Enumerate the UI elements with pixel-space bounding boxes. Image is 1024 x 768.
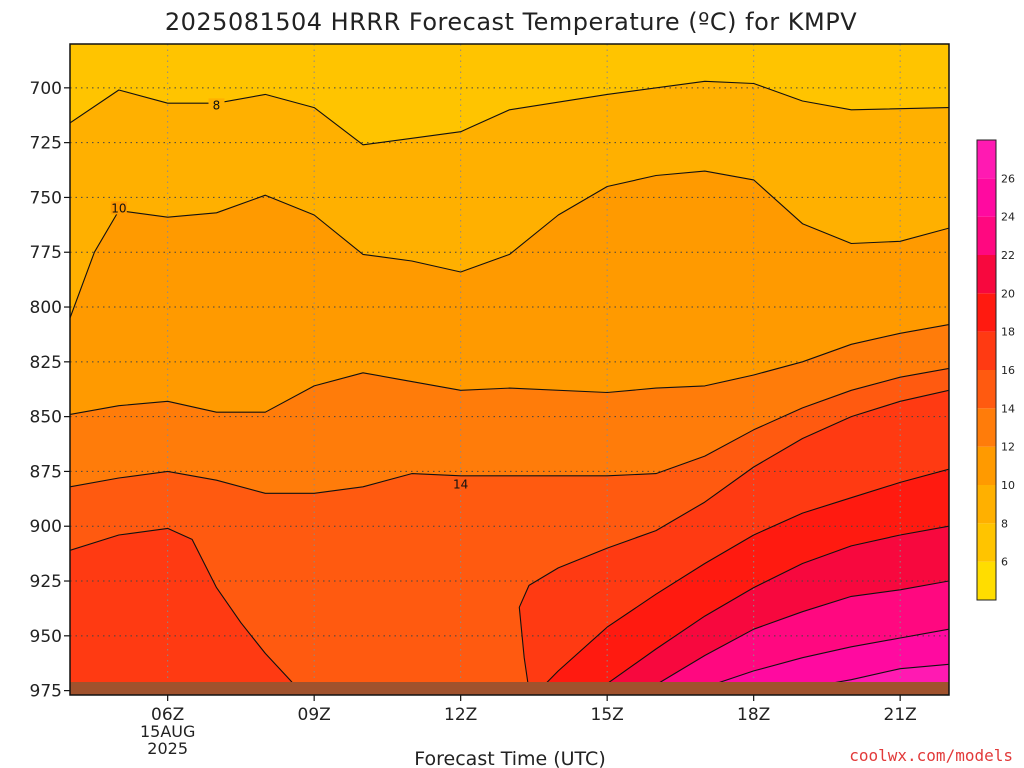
contour-line-12: [70, 324, 949, 415]
x-tick-label: 12Z: [444, 705, 477, 725]
contour-line-18: [538, 468, 949, 691]
x-tick-label: 06Z: [151, 705, 184, 725]
colorbar-frame: [976, 139, 997, 601]
colorbar-segment: [977, 178, 996, 217]
colorbar-segment: [977, 255, 996, 294]
y-tick-label: 750: [30, 188, 62, 208]
y-tick-label: 900: [30, 517, 62, 537]
colorbar-segment: [977, 408, 996, 447]
colorbar-segment: [977, 216, 996, 255]
colorbar-segment: [977, 331, 996, 370]
colorbar-segment: [977, 446, 996, 485]
y-tick-label: 925: [30, 572, 62, 592]
colorbar-tick-label: 14: [1001, 402, 1015, 415]
contour-line-22: [645, 580, 949, 692]
x-tick-label: 15Z: [591, 705, 624, 725]
contour-label-bg: [208, 98, 225, 112]
contour-line-8: [70, 80, 949, 146]
contour-label: 10: [111, 201, 126, 215]
colorbar-tick-label: 18: [1001, 326, 1015, 339]
colorbar-segment: [977, 523, 996, 562]
colorbar-segment: [977, 140, 996, 179]
colorbar-tick-label: 10: [1001, 479, 1015, 492]
contour-label: 14: [453, 478, 468, 492]
contour-line-24: [694, 628, 949, 692]
chart-title: 2025081504 HRRR Forecast Temperature (ºC…: [165, 8, 857, 36]
y-tick-label: 825: [30, 353, 62, 373]
colorbar-segment: [977, 293, 996, 332]
contour-label-bg: [452, 477, 469, 491]
y-tick-label: 975: [30, 682, 62, 702]
ground-strip: [70, 682, 949, 695]
colorbar-tick-label: 26: [1001, 172, 1015, 185]
contour-label-bg: [110, 201, 127, 215]
x-tick-sublabel: 2025: [147, 739, 188, 758]
colorbar-segment: [977, 370, 996, 409]
colorbar: 6 8 10 12 14 16 18 20 22 24 26: [976, 139, 1015, 601]
contour-line-10: [70, 170, 949, 319]
y-tick-label: 875: [30, 462, 62, 482]
plot-area: 8 10 14: [69, 43, 950, 696]
contour-line-14: [70, 367, 949, 494]
colorbar-tick-label: 8: [1001, 517, 1008, 530]
colorbar-tick-label: 6: [1001, 556, 1008, 569]
colorbar-tick-label: 12: [1001, 441, 1015, 454]
y-tick-label: 775: [30, 243, 62, 263]
colorbar-tick-label: 16: [1001, 364, 1015, 377]
y-axis: 700 725 750 775 800 825 850 875 900 925 950 975: [30, 79, 70, 702]
contour-label: 8: [213, 98, 221, 112]
y-tick-label: 800: [30, 298, 62, 318]
colorbar-segment: [977, 485, 996, 524]
x-tick-sublabel: 15AUG: [140, 722, 195, 741]
x-tick-label: 09Z: [298, 705, 331, 725]
contour-line-16: [70, 527, 300, 691]
field-band-16-4: [70, 528, 300, 695]
y-tick-label: 850: [30, 408, 62, 428]
credit-text: coolwx.com/models: [849, 746, 1013, 765]
colorbar-tick-label: 22: [1001, 249, 1015, 262]
colorbar-tick-label: 20: [1001, 287, 1015, 300]
y-tick-label: 725: [30, 134, 62, 154]
y-tick-label: 950: [30, 627, 62, 647]
x-axis-label: Forecast Time (UTC): [414, 748, 605, 768]
colorbar-segment: [977, 561, 996, 600]
plot-frame: [69, 43, 950, 696]
colorbar-tick-label: 24: [1001, 211, 1015, 224]
x-tick-label: 21Z: [884, 705, 917, 725]
x-tick-label: 18Z: [737, 705, 770, 725]
contour-line-20: [597, 525, 949, 692]
contour-line-16: [518, 389, 949, 691]
y-tick-label: 700: [30, 79, 62, 99]
plot-clip-group: 8 10 14: [70, 44, 949, 695]
